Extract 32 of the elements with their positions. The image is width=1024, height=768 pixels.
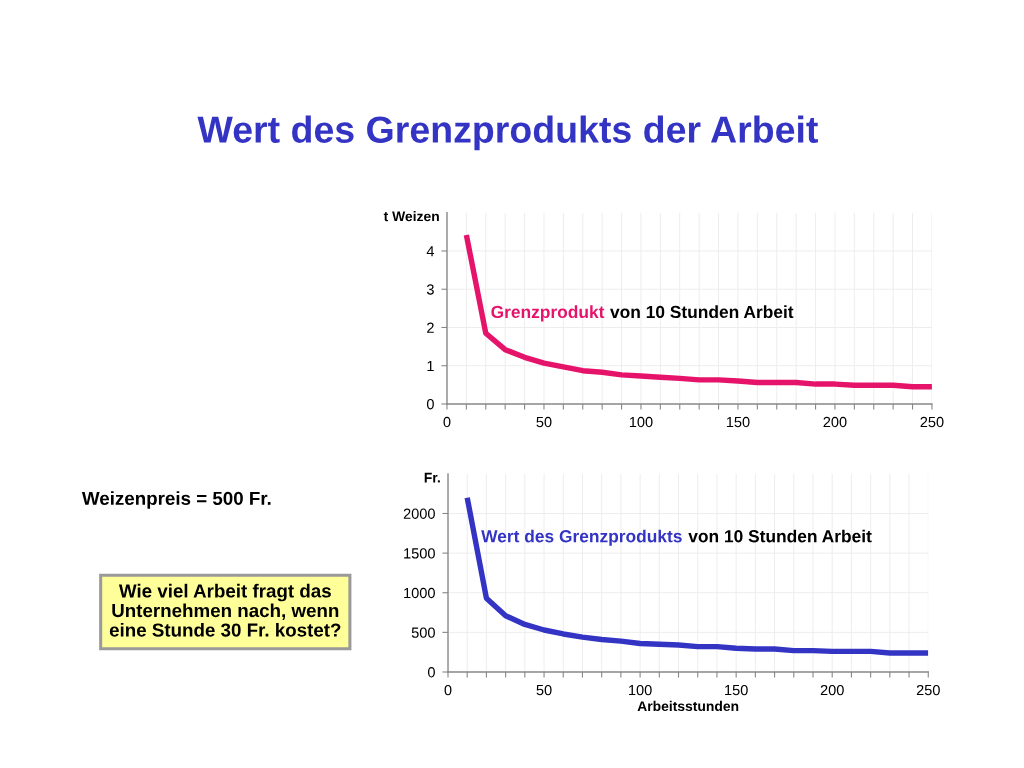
x-axis-title: Arbeitsstunden — [637, 700, 739, 712]
y-tick-label: 500 — [411, 627, 435, 638]
annotation: von 10 Stunden Arbeit — [610, 305, 794, 319]
y-tick-label: 3 — [426, 284, 434, 295]
text: Weizenpreis = 500 Fr. — [81, 491, 271, 509]
x-tick-label: 150 — [726, 416, 750, 428]
x-tick-label: 250 — [920, 416, 944, 428]
series-label: Grenzprodukt — [491, 305, 605, 322]
series-label: Wert des Grenzprodukts — [481, 529, 682, 546]
x-tick-label: 100 — [629, 416, 653, 428]
x-tick-label: 50 — [536, 684, 552, 696]
annotation: von 10 Stunden Arbeit — [688, 529, 872, 543]
y-tick-label: 2000 — [403, 508, 435, 519]
y-tick-label: 1 — [427, 360, 434, 372]
x-tick-label: 250 — [916, 684, 940, 696]
x-tick-label: 150 — [725, 684, 748, 696]
y-axis-title: t Weizen — [383, 211, 439, 222]
y-axis-title: Fr. — [424, 472, 440, 483]
y-tick-label: 0 — [427, 667, 435, 678]
y-tick-label: 0 — [426, 399, 434, 410]
y-tick-label: 1000 — [404, 587, 435, 599]
x-tick-label: 100 — [629, 684, 652, 696]
x-tick-label: 200 — [820, 684, 844, 696]
x-tick-label: 0 — [444, 684, 452, 696]
x-tick-label: 50 — [536, 416, 552, 428]
y-tick-label: 4 — [426, 246, 435, 257]
chart-title: Wert des Grenzprodukts der Arbeit — [197, 115, 818, 151]
y-tick-label: 2 — [427, 322, 434, 333]
x-tick-label: 0 — [443, 416, 451, 428]
y-tick-label: 1500 — [404, 548, 435, 559]
x-tick-label: 200 — [823, 416, 847, 428]
text: Wie viel Arbeit fragt das Unternehmen nach, wenn eine Stunde 30 Fr. kostet? — [109, 583, 341, 637]
